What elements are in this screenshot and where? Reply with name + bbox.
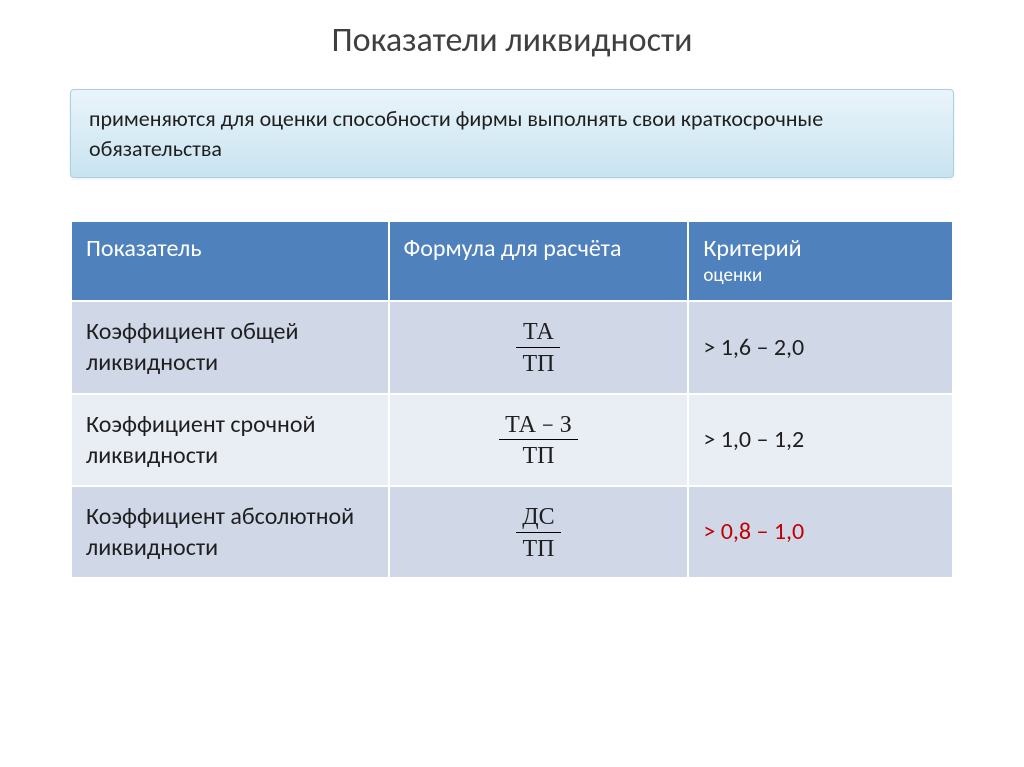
indicator-formula: ТА − З ТП: [389, 394, 689, 486]
page-title: Показатели ликвидности: [70, 20, 954, 61]
indicator-formula: ТА ТП: [389, 301, 689, 393]
col-header-criterion-line2: оценки: [703, 264, 938, 288]
col-header-indicator: Показатель: [71, 221, 389, 301]
subtitle-box: применяются для оценки способности фирмы…: [70, 89, 954, 178]
table-row: Коэффициент общей ликвидности ТА ТП > 1,…: [71, 301, 953, 393]
indicator-name: Коэффициент общей ликвидности: [71, 301, 389, 393]
indicator-name: Коэффициент срочной ликвидности: [71, 394, 389, 486]
table-row: Коэффициент абсолютной ликвидности ДС ТП…: [71, 486, 953, 578]
indicator-criterion: > 1,0 – 1,2: [688, 394, 953, 486]
table-row: Коэффициент срочной ликвидности ТА − З Т…: [71, 394, 953, 486]
indicator-criterion: > 1,6 – 2,0: [688, 301, 953, 393]
liquidity-table: Показатель Формула для расчёта Критерий …: [70, 220, 954, 579]
fraction: ДС ТП: [516, 503, 560, 561]
col-header-criterion: Критерий оценки: [688, 221, 953, 301]
fraction-numerator: ТА − З: [499, 411, 578, 440]
indicator-name: Коэффициент абсолютной ликвидности: [71, 486, 389, 578]
indicator-criterion: > 0,8 – 1,0: [688, 486, 953, 578]
fraction: ТА − З ТП: [499, 411, 578, 469]
fraction-numerator: ДС: [516, 503, 560, 532]
table-header-row: Показатель Формула для расчёта Критерий …: [71, 221, 953, 301]
col-header-formula: Формула для расчёта: [389, 221, 689, 301]
fraction-numerator: ТА: [516, 318, 560, 347]
indicator-formula: ДС ТП: [389, 486, 689, 578]
fraction-denominator: ТП: [499, 440, 578, 468]
fraction: ТА ТП: [516, 318, 560, 376]
fraction-denominator: ТП: [516, 533, 560, 561]
col-header-criterion-line1: Критерий: [703, 234, 801, 263]
fraction-denominator: ТП: [516, 348, 560, 376]
